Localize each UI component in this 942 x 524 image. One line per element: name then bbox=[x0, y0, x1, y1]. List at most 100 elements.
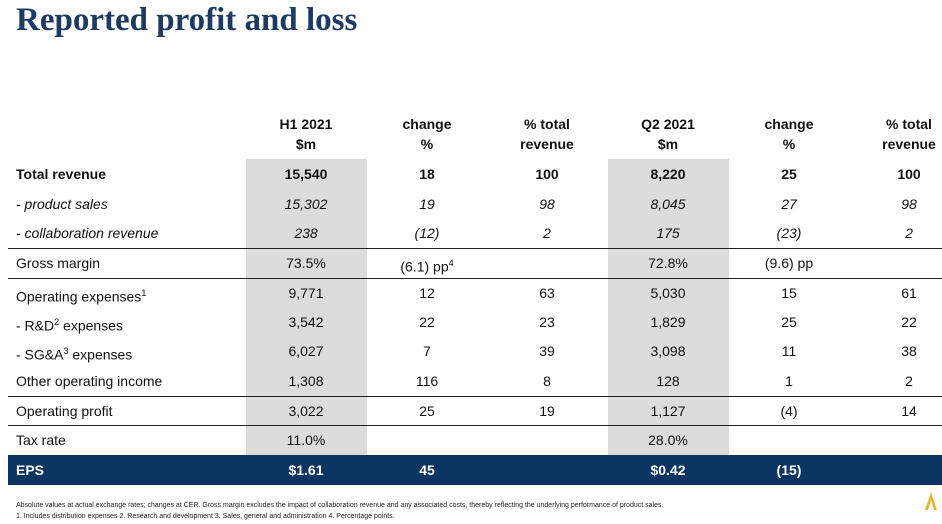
table-row-operating-expenses: Operating expenses1 9,771 12 63 5,030 15… bbox=[8, 279, 942, 308]
cell-change-q2: 27 bbox=[781, 196, 797, 212]
row-label: Gross margin bbox=[16, 255, 101, 271]
cell-h1: 15,302 bbox=[284, 196, 328, 212]
cell-q2: 1,829 bbox=[650, 314, 686, 330]
cell-change-q2: 25 bbox=[781, 314, 797, 330]
cell-pct-q2: 38 bbox=[901, 343, 917, 359]
cell-q2: 3,098 bbox=[650, 343, 686, 359]
table-row-eps: EPS $1.61 45 $0.42 (15) bbox=[8, 455, 942, 485]
cell-change-h1: 45 bbox=[419, 462, 435, 478]
cell-pct-h1: 23 bbox=[539, 314, 555, 330]
row-label: Total revenue bbox=[16, 166, 106, 182]
header-h1-2021: H1 2021 $m bbox=[279, 116, 333, 152]
header-pct-revenue-h1: % total revenue bbox=[520, 116, 574, 152]
cell-pct-h1: 8 bbox=[543, 373, 551, 389]
cell-h1: 73.5% bbox=[286, 255, 326, 271]
cell-pct-h1: 100 bbox=[535, 166, 559, 182]
footnote-marker: 3 bbox=[63, 346, 69, 356]
cell-change-q2: (9.6) pp bbox=[764, 255, 814, 271]
table-row-gross-margin: Gross margin 73.5% (6.1) pp4 72.8% (9.6)… bbox=[8, 249, 942, 278]
cell-q2: 72.8% bbox=[648, 255, 688, 271]
cell-q2: 1,127 bbox=[650, 403, 686, 419]
table-row-tax-rate: Tax rate 11.0% 28.0% bbox=[8, 426, 942, 455]
cell-change-q2: (15) bbox=[776, 462, 802, 478]
cell-h1: 15,540 bbox=[284, 166, 328, 182]
cell-pct-h1: 2 bbox=[543, 225, 551, 241]
cell-change-h1: 18 bbox=[419, 166, 435, 182]
header-pct-revenue-q2: % total revenue bbox=[882, 116, 936, 152]
cell-change-h1: 19 bbox=[419, 196, 435, 212]
cell-q2: $0.42 bbox=[650, 462, 686, 478]
cell-q2: 128 bbox=[656, 373, 680, 389]
header-q2-2021: Q2 2021 $m bbox=[641, 116, 695, 152]
row-divider bbox=[8, 396, 942, 397]
cell-change-h1: 25 bbox=[419, 403, 435, 419]
cell-h1: 9,771 bbox=[288, 285, 324, 301]
cell-change-h1: 116 bbox=[415, 373, 439, 389]
row-label: Operating profit bbox=[16, 403, 113, 419]
cell-change-q2: (23) bbox=[776, 225, 802, 241]
cell-change-h1: 12 bbox=[419, 285, 435, 301]
cell-h1: 11.0% bbox=[286, 432, 326, 448]
row-label: - SG&A3 expenses bbox=[16, 346, 133, 363]
table-row-operating-profit: Operating profit 3,022 25 19 1,127 (4) 1… bbox=[8, 397, 942, 426]
cell-change-h1: (6.1) pp4 bbox=[400, 258, 454, 275]
row-label: - R&D2 expenses bbox=[16, 317, 123, 334]
footnote-line-2: 1. Includes distribution expenses 2. Res… bbox=[16, 513, 395, 520]
cell-pct-q2: 98 bbox=[901, 196, 917, 212]
q2-column-shade bbox=[608, 159, 729, 456]
cell-q2: 28.0% bbox=[648, 432, 688, 448]
cell-change-h1: 7 bbox=[423, 343, 431, 359]
table-row-sga-expenses: - SG&A3 expenses 6,027 7 39 3,098 11 38 bbox=[8, 337, 942, 366]
cell-h1: 6,027 bbox=[288, 343, 324, 359]
cell-q2: 5,030 bbox=[650, 285, 686, 301]
header-change-h1: change % bbox=[402, 116, 452, 152]
cell-change-q2: (4) bbox=[780, 403, 798, 419]
row-label: - collaboration revenue bbox=[16, 225, 159, 241]
cell-h1: $1.61 bbox=[288, 462, 324, 478]
footnote-marker: 2 bbox=[54, 317, 60, 327]
row-label: - product sales bbox=[16, 196, 108, 212]
table-row-collaboration-revenue: - collaboration revenue 238 (12) 2 175 (… bbox=[8, 219, 942, 248]
cell-pct-q2: 2 bbox=[905, 373, 913, 389]
table-row-rd-expenses: - R&D2 expenses 3,542 22 23 1,829 25 22 bbox=[8, 308, 942, 337]
table-row-total-revenue: Total revenue 15,540 18 100 8,220 25 100 bbox=[8, 160, 942, 189]
cell-h1: 3,542 bbox=[288, 314, 324, 330]
cell-pct-h1: 98 bbox=[539, 196, 555, 212]
cell-pct-q2: 61 bbox=[901, 285, 917, 301]
footnote-marker: 1 bbox=[141, 288, 147, 298]
cell-pct-h1: 39 bbox=[539, 343, 555, 359]
table-row-product-sales: - product sales 15,302 19 98 8,045 27 98 bbox=[8, 190, 942, 219]
cell-q2: 8,220 bbox=[650, 166, 686, 182]
row-divider bbox=[8, 425, 942, 426]
cell-pct-q2: 2 bbox=[905, 225, 913, 241]
cell-pct-q2: 14 bbox=[901, 403, 917, 419]
cell-change-h1: 22 bbox=[419, 314, 435, 330]
row-divider bbox=[8, 248, 942, 249]
cell-pct-h1: 63 bbox=[539, 285, 555, 301]
cell-change-q2: 15 bbox=[781, 285, 797, 301]
cell-change-h1: (12) bbox=[414, 225, 440, 241]
cell-change-q2: 1 bbox=[785, 373, 793, 389]
footnote-line-1: Absolute values at actual exchange rates… bbox=[16, 502, 664, 509]
cell-change-q2: 11 bbox=[781, 343, 797, 359]
cell-q2: 175 bbox=[656, 225, 680, 241]
footnote-marker: 4 bbox=[448, 258, 454, 268]
page-title: Reported profit and loss bbox=[16, 2, 358, 38]
cell-h1: 1,308 bbox=[288, 373, 324, 389]
h1-column-shade bbox=[246, 159, 367, 456]
cell-pct-h1: 19 bbox=[539, 403, 555, 419]
row-label: EPS bbox=[16, 462, 45, 478]
row-label: Operating expenses1 bbox=[16, 288, 147, 305]
table-row-other-operating-income: Other operating income 1,308 116 8 128 1… bbox=[8, 367, 942, 396]
header-change-q2: change % bbox=[764, 116, 814, 152]
row-label: Tax rate bbox=[16, 432, 66, 448]
cell-h1: 238 bbox=[294, 225, 318, 241]
row-divider bbox=[8, 278, 942, 279]
cell-h1: 3,022 bbox=[288, 403, 324, 419]
cell-pct-q2: 100 bbox=[897, 166, 921, 182]
cell-q2: 8,045 bbox=[650, 196, 686, 212]
row-label: Other operating income bbox=[16, 373, 163, 389]
cell-pct-q2: 22 bbox=[901, 314, 917, 330]
brand-mark-icon bbox=[924, 491, 938, 518]
cell-change-q2: 25 bbox=[781, 166, 797, 182]
